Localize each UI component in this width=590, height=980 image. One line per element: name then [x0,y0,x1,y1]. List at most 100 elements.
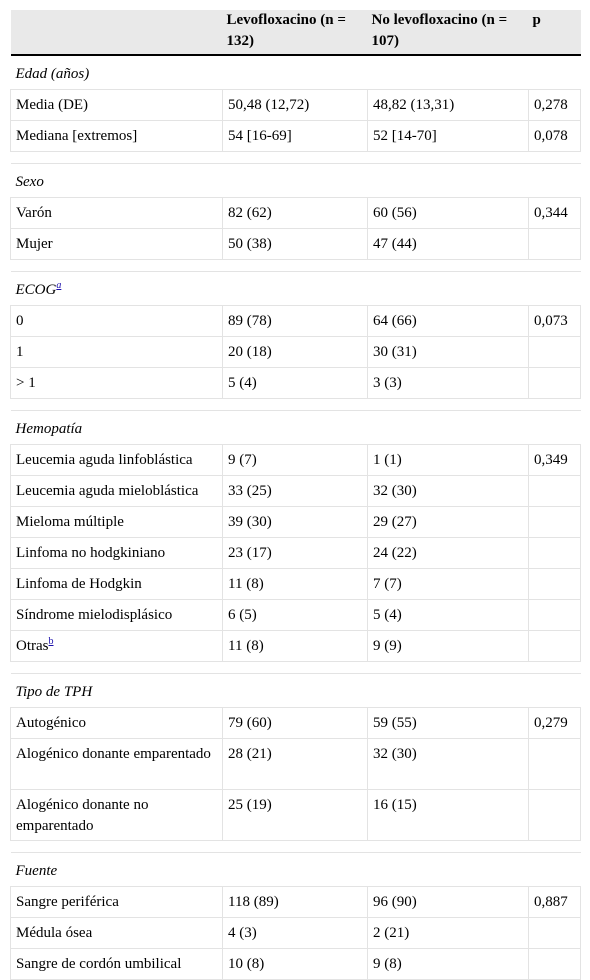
no-levofloxacino-value: 3 (3) [367,366,529,399]
row-label-text: Linfoma no hodgkiniano [16,544,166,561]
row-label: Linfoma de Hodgkin [10,567,223,600]
levofloxacino-value: 6 (5) [222,598,368,631]
no-levofloxacino-value-text: 9 (9) [373,637,402,654]
row-label: Síndrome mielodisplásico [10,598,223,631]
row-label-text: Varón [16,204,52,221]
section-title-text: Sexo [15,173,44,190]
row-label-text: Sangre periférica [16,893,119,910]
row-label-text: Autogénico [16,714,86,731]
no-levofloxacino-value-text: 48,82 (13,31) [373,96,455,113]
section-spacer [10,397,581,411]
row-label-text: Leucemia aguda linfoblástica [16,451,193,468]
section-title-text: Edad (años) [15,66,90,82]
levofloxacino-value-text: 89 (78) [228,312,272,329]
table-row: Autogénico 79 (60) 59 (55) 0,279 [10,706,581,739]
table-row: 1 20 (18) 30 (31) [10,335,581,368]
no-levofloxacino-value: 64 (66) [367,304,529,337]
levofloxacino-value: 9 (7) [222,443,368,476]
table-row: Médula ósea 4 (3) 2 (21) [10,916,581,949]
row-label-text: 0 [16,312,24,329]
levofloxacino-value-text: 118 (89) [228,893,279,910]
table-row: Mujer 50 (38) 47 (44) [10,227,581,260]
levofloxacino-value: 20 (18) [222,335,368,368]
row-label-text: Mujer [16,235,53,252]
no-levofloxacino-value-text: 2 (21) [373,924,410,941]
section-title-text: Hemopatía [15,420,83,437]
spacer-cell [10,839,581,853]
p-value: 0,078 [528,119,581,152]
row-label-text: Media (DE) [16,96,89,113]
levofloxacino-value: 82 (62) [222,196,368,229]
levofloxacino-value-text: 50 (38) [228,235,272,252]
p-value-text: 0,278 [534,96,568,113]
spacer-cell [10,258,581,272]
table-row: Varón 82 (62) 60 (56) 0,344 [10,196,581,229]
section-header-row: Edad (años) [10,54,581,90]
header-label-cell [10,10,223,56]
row-label: Alogénico donante no emparentado [10,788,223,841]
levofloxacino-value-text: 23 (17) [228,544,272,561]
table-row: Media (DE) 50,48 (12,72) 48,82 (13,31) 0,27… [10,88,581,121]
section-header-row: Tipo de TPH [10,672,581,708]
row-label-text: 1 [16,343,24,360]
section-header-row: Sexo [10,162,581,198]
no-levofloxacino-value-text: 5 (4) [373,606,402,623]
table-row: Leucemia aguda mieloblástica 33 (25) 32 (3… [10,474,581,507]
row-label: Autogénico [10,706,223,739]
table-row: Alogénico donante emparentado 28 (21) 32 (… [10,737,581,790]
no-levofloxacino-value: 96 (90) [367,885,529,918]
no-levofloxacino-value-text: 52 [14-70] [373,127,437,144]
no-levofloxacino-value: 59 (55) [367,706,529,739]
p-value-text: 0,073 [534,312,568,329]
table-row: Sangre periférica 118 (89) 96 (90) 0,887 [10,885,581,918]
levofloxacino-value: 25 (19) [222,788,368,841]
p-value-text: 0,887 [534,893,568,910]
p-value [528,916,581,949]
no-levofloxacino-value-text: 32 (30) [373,745,417,762]
p-value: 0,073 [528,304,581,337]
row-label: Leucemia aguda linfoblástica [10,443,223,476]
levofloxacino-value-text: 54 [16-69] [228,127,292,144]
row-label: Mieloma múltiple [10,505,223,538]
table-row: Leucemia aguda linfoblástica 9 (7) 1 (1) 0,… [10,443,581,476]
levofloxacino-value-text: 10 (8) [228,955,265,972]
no-levofloxacino-value-text: 24 (22) [373,544,417,561]
p-value: 0,279 [528,706,581,739]
table-body: Edad (años) Media (DE) 50,48 (12,72) 48,82 … [10,54,581,980]
no-levofloxacino-value: 32 (30) [367,474,529,507]
section-title: ECOGa [10,270,581,306]
no-levofloxacino-value: 7 (7) [367,567,529,600]
levofloxacino-value-text: 20 (18) [228,343,272,360]
no-levofloxacino-value: 60 (56) [367,196,529,229]
p-value [528,505,581,538]
p-value [528,227,581,260]
no-levofloxacino-value: 9 (8) [367,947,529,980]
table-row: Mediana [extremos] 54 [16-69] 52 [14-70] 0,… [10,119,581,152]
no-levofloxacino-value-text: 29 (27) [373,513,417,530]
no-levofloxacino-value: 48,82 (13,31) [367,88,529,121]
no-levofloxacino-value-text: 9 (8) [373,955,402,972]
p-value: 0,887 [528,885,581,918]
spacer-cell [10,660,581,674]
footnote-link[interactable]: b [48,635,54,647]
footnote-link[interactable]: a [56,279,62,291]
section-title: Hemopatía [10,409,581,445]
p-value [528,737,581,790]
table-row: Síndrome mielodisplásico 6 (5) 5 (4) [10,598,581,631]
levofloxacino-value-text: 6 (5) [228,606,257,623]
header-no-levofloxacino: No levofloxacino (n = 107) [367,10,529,56]
section-title: Fuente [10,851,581,887]
levofloxacino-value-text: 25 (19) [228,796,272,813]
levofloxacino-value: 23 (17) [222,536,368,569]
row-label-text: > 1 [16,374,36,391]
row-label: Mujer [10,227,223,260]
row-label-text: Alogénico donante no emparentado [16,796,149,834]
section-spacer [10,839,581,853]
levofloxacino-value: 28 (21) [222,737,368,790]
levofloxacino-value: 118 (89) [222,885,368,918]
row-label: Mediana [extremos] [10,119,223,152]
row-label: 0 [10,304,223,337]
row-label: > 1 [10,366,223,399]
baseline-characteristics-table: Levofloxacino (n = 132) No levofloxacino… [10,10,581,980]
row-label-text: Sangre de cordón umbilical [16,955,182,972]
